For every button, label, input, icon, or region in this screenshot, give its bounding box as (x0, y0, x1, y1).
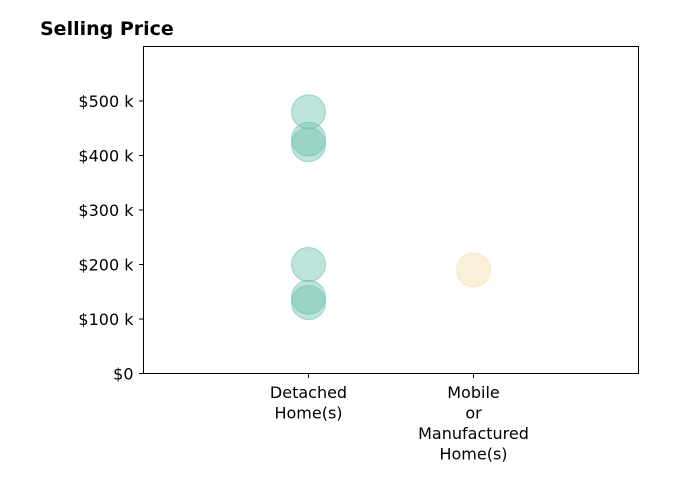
y-tick-label: $400 k (78, 147, 134, 166)
data-point[interactable] (291, 121, 326, 157)
data-point[interactable] (456, 252, 491, 288)
data-point[interactable] (291, 94, 326, 130)
data-point[interactable] (291, 285, 326, 321)
y-axis: $0 $100 k $200 k $300 k $400 k $500 k (78, 92, 144, 384)
y-tick-label: $0 (113, 365, 133, 384)
data-point[interactable] (291, 247, 326, 282)
y-tick-label: $100 k (78, 310, 134, 329)
x-tick-label: Mobile or Manufactured Home(s) (418, 383, 529, 464)
x-tick-label-line: Home(s) (274, 404, 342, 423)
chart-title: Selling Price (40, 18, 174, 40)
x-axis: Detached Home(s) Mobile or Manufactured Home(… (270, 373, 529, 464)
plot-frame (143, 46, 639, 374)
data-point[interactable] (291, 279, 326, 315)
x-tick-label-line: Detached (270, 383, 347, 402)
x-tick-label-line: or (465, 404, 482, 423)
x-tick-label-line: Home(s) (439, 445, 507, 464)
y-tick-label: $500 k (78, 92, 134, 111)
x-tick-label: Detached Home(s) (270, 383, 347, 423)
x-tick-label-line: Manufactured (418, 424, 529, 443)
points-layer (291, 94, 491, 321)
data-point[interactable] (291, 127, 326, 163)
y-tick-label: $300 k (78, 201, 134, 220)
y-tick-label: $200 k (78, 256, 134, 275)
x-tick-label-line: Mobile (447, 383, 499, 402)
